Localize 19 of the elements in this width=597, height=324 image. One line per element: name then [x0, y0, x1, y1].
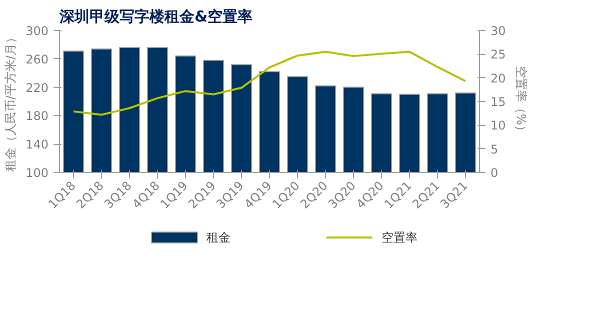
y-tick-label: 260 — [26, 52, 48, 66]
y2-tick-label: 0 — [490, 166, 498, 180]
y2-tick-label: 5 — [490, 142, 498, 156]
legend-label: 空置率 — [382, 230, 418, 244]
chart-title: 深圳甲级写字楼租金&空置率 — [58, 8, 253, 26]
y2-axis-title: 空置率（%） — [514, 66, 528, 138]
y-tick-label: 100 — [26, 166, 48, 180]
legend-label: 租金 — [206, 230, 231, 244]
y2-tick-label: 10 — [490, 118, 506, 133]
y-tick-label: 140 — [26, 138, 48, 152]
y2-tick-label: 15 — [490, 95, 506, 109]
y-tick-label: 220 — [26, 80, 48, 95]
y2-tick-label: 25 — [490, 48, 506, 62]
y-tick-label: 300 — [26, 24, 48, 38]
y2-tick-label: 30 — [490, 24, 506, 38]
line-series — [72, 50, 466, 116]
y-tick-label: 180 — [26, 109, 48, 124]
y-axis-title: 租金（人民币/平方米/月） — [4, 31, 18, 172]
y2-tick-label: 20 — [490, 71, 506, 86]
